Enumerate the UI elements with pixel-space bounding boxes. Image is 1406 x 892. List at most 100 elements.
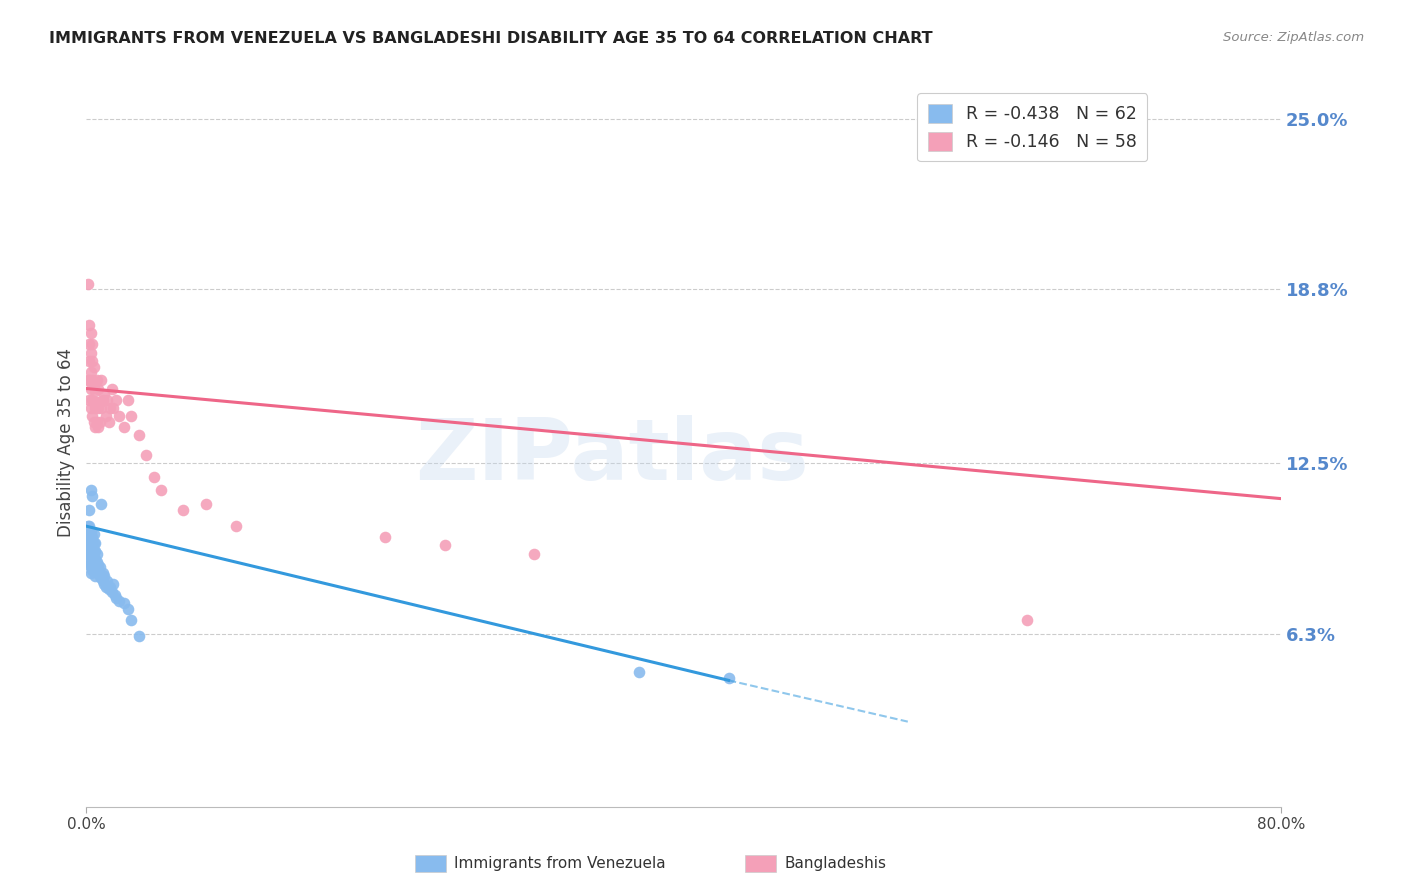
Point — [80, 533, 103, 547]
Point — [80, 326, 103, 341]
Point — [84, 560, 107, 574]
Point — [86, 555, 108, 569]
Point — [80, 558, 103, 572]
Point — [83, 552, 105, 566]
Point — [86, 547, 108, 561]
Point — [86, 395, 108, 409]
Point — [77, 354, 100, 368]
Point — [86, 415, 108, 429]
Point — [523, 547, 546, 561]
Point — [82, 538, 104, 552]
Point — [135, 448, 157, 462]
Point — [98, 580, 121, 594]
Point — [83, 359, 105, 374]
Point — [1017, 613, 1039, 627]
Point — [86, 373, 108, 387]
Point — [80, 365, 103, 379]
Point — [82, 392, 104, 407]
Point — [77, 373, 100, 387]
Point — [194, 497, 217, 511]
Point — [77, 535, 100, 549]
Text: Source: ZipAtlas.com: Source: ZipAtlas.com — [1223, 31, 1364, 45]
Point — [80, 541, 103, 556]
Point — [117, 601, 139, 615]
Point — [80, 566, 103, 580]
Point — [93, 568, 115, 582]
Point — [77, 527, 100, 541]
Point — [87, 382, 110, 396]
Point — [83, 527, 105, 541]
Point — [80, 345, 103, 359]
Point — [89, 568, 111, 582]
Point — [97, 582, 120, 597]
Point — [98, 401, 121, 415]
Point — [83, 415, 105, 429]
Point — [112, 420, 135, 434]
Point — [84, 401, 107, 415]
Point — [90, 572, 112, 586]
Point — [83, 395, 105, 409]
Point — [77, 519, 100, 533]
Point — [90, 497, 112, 511]
Point — [90, 373, 112, 387]
Point — [76, 277, 98, 291]
Point — [374, 530, 396, 544]
Point — [94, 409, 117, 423]
Point — [87, 401, 110, 415]
Point — [433, 538, 456, 552]
Point — [80, 549, 103, 564]
Point — [101, 401, 124, 415]
Point — [89, 415, 111, 429]
Point — [77, 502, 100, 516]
Point — [80, 401, 103, 415]
Point — [105, 392, 128, 407]
Point — [128, 629, 150, 643]
Point — [82, 337, 104, 351]
Point — [89, 560, 111, 574]
Point — [104, 588, 127, 602]
Text: Immigrants from Venezuela: Immigrants from Venezuela — [454, 856, 666, 871]
Point — [120, 409, 142, 423]
Point — [100, 382, 122, 396]
Point — [172, 502, 194, 516]
Text: Bangladeshis: Bangladeshis — [785, 856, 887, 871]
Point — [97, 415, 120, 429]
Point — [76, 547, 98, 561]
Point — [87, 558, 110, 572]
Point — [82, 563, 104, 577]
Point — [87, 566, 110, 580]
Point — [80, 483, 103, 498]
Point — [627, 665, 650, 679]
Point — [83, 544, 105, 558]
Point — [96, 574, 118, 589]
Point — [84, 552, 107, 566]
Point — [120, 613, 142, 627]
Point — [91, 574, 114, 589]
Point — [717, 671, 740, 685]
Point — [77, 558, 100, 572]
Point — [77, 552, 100, 566]
Point — [101, 577, 124, 591]
Point — [84, 568, 107, 582]
Point — [91, 392, 114, 407]
Point — [82, 547, 104, 561]
Point — [93, 577, 115, 591]
Point — [82, 354, 104, 368]
Point — [100, 585, 122, 599]
Point — [76, 519, 98, 533]
Point — [84, 384, 107, 399]
Point — [87, 420, 110, 434]
Legend: R = -0.438   N = 62, R = -0.146   N = 58: R = -0.438 N = 62, R = -0.146 N = 58 — [917, 94, 1147, 161]
Text: ZIPatlas: ZIPatlas — [415, 416, 808, 499]
Point — [77, 544, 100, 558]
Point — [142, 469, 165, 483]
Point — [84, 544, 107, 558]
Point — [82, 555, 104, 569]
Point — [105, 591, 128, 605]
Point — [77, 318, 100, 333]
Point — [82, 373, 104, 387]
Point — [80, 524, 103, 539]
Point — [149, 483, 172, 498]
Point — [108, 593, 131, 607]
Point — [93, 387, 115, 401]
